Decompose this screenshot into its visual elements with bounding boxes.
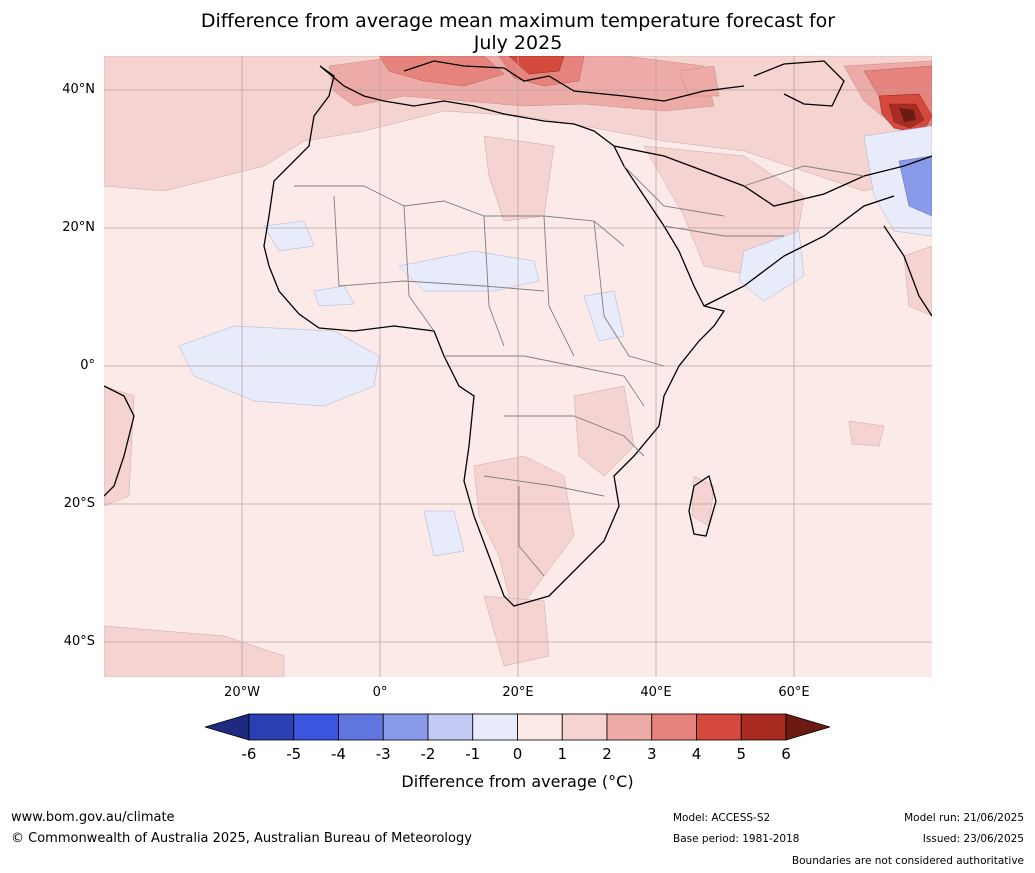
colorbar-swatch (651, 713, 697, 741)
map-title: Difference from average mean maximum tem… (104, 10, 932, 54)
lon-label-60e: 60°E (778, 685, 810, 700)
colorbar-swatch (696, 713, 742, 741)
footer-copyright: © Commonwealth of Australia 2025, Austra… (11, 831, 472, 846)
colorbar-swatch (427, 713, 474, 741)
lat-label-0: 0° (80, 358, 95, 373)
colorbar-tick-label: 5 (736, 745, 747, 763)
colorbar-tick-label: 1 (557, 745, 568, 763)
map-canvas (104, 56, 932, 677)
colorbar-swatch (740, 713, 787, 741)
lat-label-20n: 20°N (62, 220, 95, 235)
colorbar-tick-label: -1 (465, 745, 481, 763)
footer-model-run: Model run: 21/06/2025 (904, 812, 1024, 824)
colorbar-extend-min (203, 713, 250, 741)
lat-label-20s: 20°S (63, 496, 95, 511)
footer-disclaimer: Boundaries are not considered authoritat… (791, 855, 1024, 867)
colorbar-extend-max (785, 713, 832, 741)
title-line-2: July 2025 (473, 32, 563, 54)
colorbar-swatch (338, 713, 384, 741)
footer-model: Model: ACCESS-S2 (673, 812, 771, 824)
title-line-1: Difference from average mean maximum tem… (200, 10, 836, 32)
country-borders (294, 165, 865, 577)
lon-label-20w: 20°W (224, 685, 260, 700)
footer-issued: Issued: 23/06/2025 (922, 833, 1024, 845)
colorbar-tick-label: 6 (781, 745, 791, 763)
colorbar-tick-label: 0 (512, 745, 523, 763)
colorbar-tick-label: 3 (646, 745, 657, 763)
colorbar-swatch (382, 713, 429, 741)
colorbar (203, 710, 832, 744)
colorbar-tick-label: 2 (602, 745, 612, 763)
colorbar-tick-label: 4 (691, 745, 702, 763)
colorbar-tick-label: -4 (331, 745, 346, 763)
colorbar-tick-label: -2 (420, 745, 436, 763)
colorbar-tick-label: -5 (286, 745, 302, 763)
anomaly-4-6-regions (508, 56, 932, 135)
lat-label-40s: 40°S (63, 634, 95, 649)
colorbar-swatch (472, 713, 518, 741)
lon-label-20e: 20°E (502, 685, 534, 700)
forecast-map (104, 56, 932, 677)
graticule-lines (104, 56, 932, 677)
colorbar-svg (203, 713, 832, 741)
colorbar-tick-label: -6 (241, 745, 257, 763)
colorbar-swatch (517, 713, 563, 741)
footer-base-period: Base period: 1981-2018 (673, 833, 800, 845)
colorbar-swatch (561, 713, 608, 741)
colorbar-swatch (248, 713, 295, 741)
colorbar-swatch (293, 713, 339, 741)
colorbar-label: Difference from average (°C) (401, 772, 634, 791)
anomaly-negative-strong (898, 155, 932, 217)
lat-label-40n: 40°N (62, 82, 95, 97)
lon-label-40e: 40°E (640, 685, 672, 700)
footer-url: www.bom.gov.au/climate (11, 810, 175, 825)
colorbar-swatch (606, 713, 653, 741)
lon-label-0: 0° (372, 685, 388, 700)
colorbar-tick-label: -3 (375, 745, 391, 763)
coastlines (104, 60, 932, 607)
